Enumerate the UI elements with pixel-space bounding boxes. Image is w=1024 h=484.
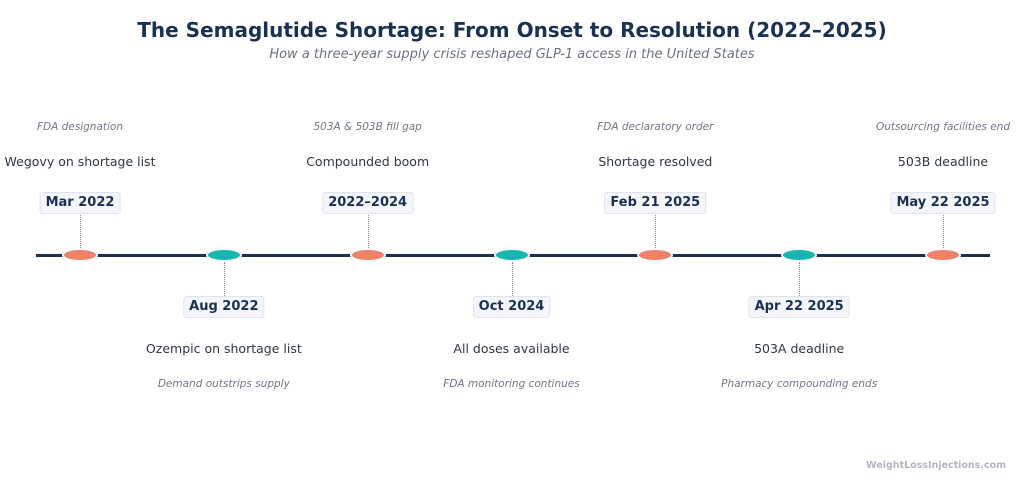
event-connector	[367, 212, 369, 248]
event-connector	[655, 212, 657, 248]
event-marker	[62, 248, 98, 262]
page-subtitle: How a three-year supply crisis reshaped …	[269, 47, 755, 62]
event-marker	[205, 248, 242, 262]
event-label: Compounded boom	[306, 154, 430, 169]
event-date: Aug 2022	[183, 296, 265, 318]
event-label: 503A deadline	[754, 341, 845, 356]
event-connector	[943, 212, 944, 248]
event-connector	[80, 212, 81, 248]
event-label: Shortage resolved	[598, 154, 713, 169]
event-date: Mar 2022	[39, 192, 121, 214]
event-connector	[799, 262, 801, 298]
event-marker	[493, 248, 530, 262]
event-note: FDA declaratory order	[597, 121, 714, 133]
event-note: Demand outstrips supply	[157, 378, 290, 390]
event-note: FDA designation	[36, 121, 124, 133]
event-date: 2022–2024	[322, 192, 414, 214]
event-label: 503B deadline	[897, 154, 989, 169]
event-marker	[349, 248, 386, 262]
page-title: The Semaglutide Shortage: From Onset to …	[137, 18, 887, 42]
event-date: Feb 21 2025	[604, 192, 707, 214]
event-label: All doses available	[453, 341, 570, 356]
event-label: Ozempic on shortage list	[145, 341, 302, 356]
event-note: Pharmacy compounding ends	[721, 378, 878, 390]
event-marker	[925, 248, 961, 262]
event-marker	[781, 248, 818, 262]
event-marker	[637, 248, 674, 262]
event-note: 503A & 503B fill gap	[313, 121, 422, 133]
event-date: Apr 22 2025	[748, 296, 850, 318]
event-date: May 22 2025	[890, 192, 996, 214]
watermark: WeightLossInjections.com	[866, 460, 1006, 471]
event-label: Wegovy on shortage list	[4, 154, 156, 169]
event-note: FDA monitoring continues	[443, 378, 580, 390]
event-connector	[511, 262, 513, 298]
event-connector	[223, 262, 225, 298]
event-note: Outsourcing facilities end	[876, 121, 1010, 133]
event-date: Oct 2024	[472, 296, 551, 318]
